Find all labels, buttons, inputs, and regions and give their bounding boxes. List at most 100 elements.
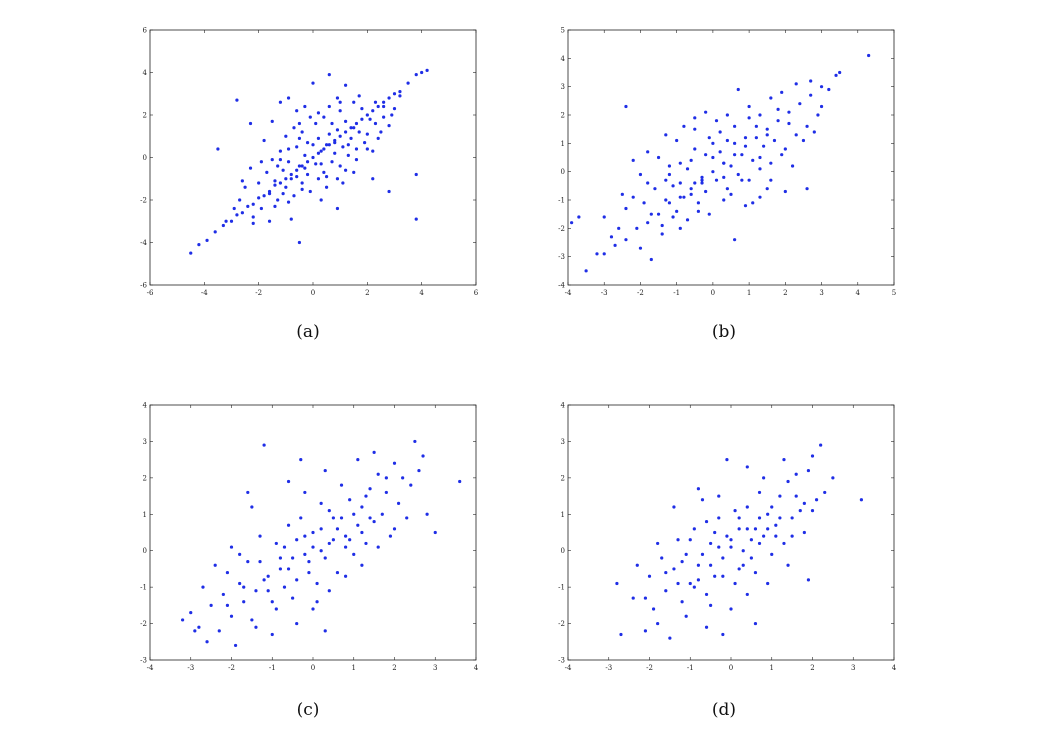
scatter-point	[810, 454, 815, 458]
scatter-point	[401, 476, 405, 480]
scatter-point	[709, 541, 713, 546]
scatter-point	[725, 458, 729, 462]
scatter-point	[609, 235, 614, 239]
scatter-point	[696, 201, 700, 205]
scatter-point	[229, 219, 234, 223]
scatter-point	[327, 541, 331, 546]
scatter-point	[805, 187, 809, 191]
scatter-point	[696, 487, 700, 491]
x-tick-label: 0	[311, 664, 315, 672]
scatter-point	[205, 640, 209, 644]
scatter-point	[772, 138, 777, 143]
y-tick-label: 3	[561, 83, 565, 91]
scatter-point	[323, 468, 327, 473]
scatter-point	[251, 215, 255, 219]
scatter-point	[790, 516, 794, 520]
scatter-point	[680, 600, 684, 604]
plot-frame	[567, 404, 895, 661]
scatter-point	[274, 607, 278, 611]
scatter-point	[352, 100, 356, 104]
scatter-point	[778, 494, 782, 498]
scatter-point	[295, 578, 299, 582]
scatter-point	[595, 252, 599, 256]
x-tick-label: 1	[352, 664, 356, 672]
scatter-point	[420, 70, 424, 75]
scatter-point	[322, 147, 326, 151]
scatter-point	[189, 611, 193, 615]
y-tick-label: 1	[143, 511, 147, 519]
scatter-point	[765, 127, 769, 131]
scatter-point	[254, 589, 258, 593]
scatter-point	[718, 150, 722, 154]
scatter-point	[643, 596, 648, 600]
x-tick-label: 4	[474, 664, 479, 672]
scatter-point	[812, 130, 816, 134]
scatter-point	[745, 592, 749, 597]
scatter-point	[782, 458, 786, 462]
scatter-point	[339, 483, 344, 487]
scatter-point	[352, 170, 356, 174]
scatter-point	[733, 124, 737, 128]
scatter-point	[433, 530, 437, 535]
scatter-point	[323, 556, 327, 560]
scatter-point	[704, 519, 709, 524]
scatter-point	[736, 87, 740, 92]
scatter-point	[757, 541, 762, 546]
y-tick-label: -4	[558, 282, 565, 290]
y-tick-label: -4	[140, 239, 147, 247]
scatter-point	[387, 96, 391, 100]
scatter-point	[667, 164, 672, 168]
scatter-point	[311, 530, 315, 535]
scatter-point	[319, 162, 323, 166]
scatter-point	[725, 113, 729, 117]
scatter-point	[671, 215, 675, 219]
scatter-point	[303, 490, 307, 495]
scatter-point	[758, 195, 762, 199]
scatter-point	[324, 143, 329, 147]
scatter-point	[338, 109, 342, 113]
scatter-point	[733, 581, 737, 586]
y-tick-label: -1	[558, 197, 565, 205]
scatter-point	[714, 178, 719, 182]
y-tick-label: 0	[143, 547, 147, 555]
scatter-point	[709, 603, 713, 607]
scatter-point	[711, 155, 715, 160]
scatter-point	[570, 221, 574, 225]
scatter-point	[790, 164, 795, 168]
scatter-point	[338, 100, 342, 104]
scatter-point	[251, 202, 255, 206]
y-tick-label: -3	[140, 657, 147, 665]
x-tick-label: -1	[687, 664, 694, 672]
scatter-point	[722, 198, 726, 202]
scatter-point	[704, 189, 708, 194]
y-tick-label: 5	[561, 27, 565, 35]
scatter-point	[371, 109, 375, 113]
scatter-point	[335, 527, 340, 531]
scatter-point	[297, 136, 302, 140]
scatter-point	[733, 141, 737, 145]
scatter-point	[286, 160, 291, 164]
scatter-point	[631, 158, 635, 162]
scatter-point	[649, 257, 653, 262]
scatter-point	[766, 581, 770, 586]
scatter-point	[737, 527, 741, 531]
scatter-point	[213, 230, 217, 234]
scatter-point	[354, 121, 359, 126]
scatter-point	[774, 534, 778, 538]
scatter-point	[274, 541, 278, 546]
scatter-point	[689, 192, 693, 196]
scatter-point	[754, 136, 758, 140]
scatter-point	[303, 552, 307, 556]
scatter-point	[684, 614, 688, 618]
scatter-point	[624, 104, 628, 109]
scatter-point	[232, 206, 236, 211]
scatter-point	[319, 198, 323, 202]
scatter-point	[242, 600, 246, 604]
scatter-point	[307, 560, 311, 564]
scatter-point	[360, 117, 364, 121]
scatter-point	[311, 155, 315, 160]
scatter-point	[311, 607, 315, 611]
scatter-point	[717, 516, 721, 520]
